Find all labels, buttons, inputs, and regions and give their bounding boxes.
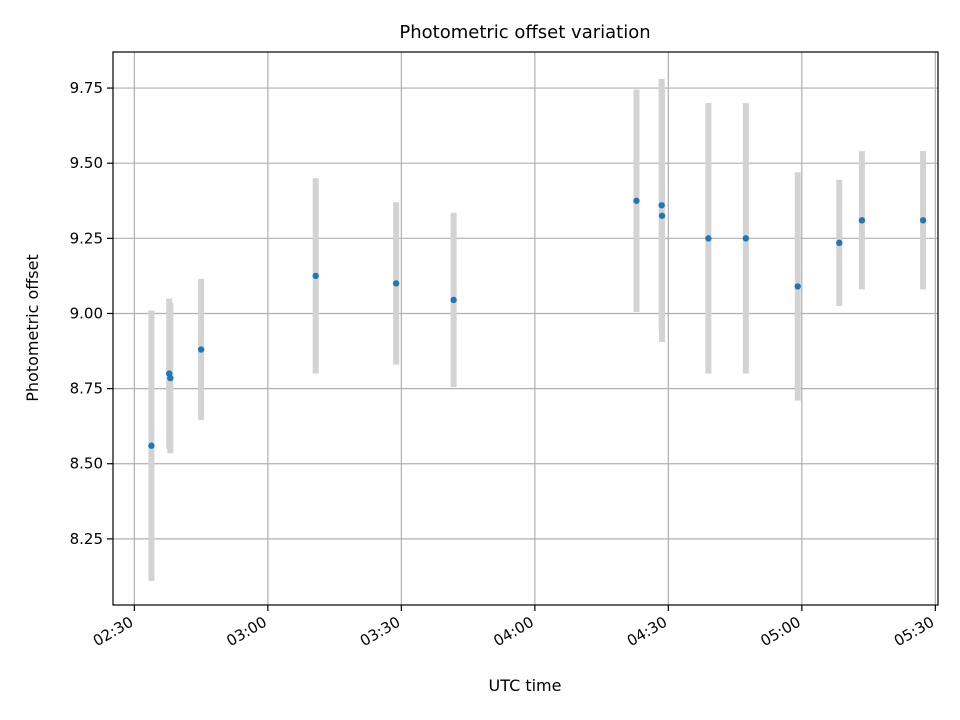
- data-point: [167, 374, 174, 382]
- y-tick-label: 9.25: [70, 229, 103, 247]
- data-point: [705, 235, 712, 242]
- data-point: [858, 217, 866, 224]
- x-axis-label: UTC time: [489, 676, 562, 695]
- data-point: [633, 197, 640, 204]
- data-point: [794, 283, 801, 290]
- data-point: [312, 272, 319, 280]
- y-tick-label: 9.00: [70, 304, 103, 322]
- data-points: [148, 197, 927, 449]
- data-point: [148, 442, 155, 449]
- y-axis-label: Photometric offset: [23, 254, 42, 402]
- y-axis-ticks: 8.25 8.50 8.75 9.00 9.25 9.50 9.75: [70, 79, 113, 548]
- y-tick-label: 8.25: [70, 530, 103, 548]
- plot-frame: [112, 51, 939, 606]
- data-point: [392, 280, 400, 287]
- data-point: [450, 296, 457, 304]
- y-tick-label: 9.50: [70, 154, 103, 172]
- data-point: [658, 212, 666, 219]
- chart-title: Photometric offset variation: [399, 22, 650, 43]
- y-tick-label: 8.50: [70, 455, 103, 473]
- data-point: [742, 235, 750, 242]
- grid-lines: [113, 52, 938, 605]
- data-point: [836, 239, 843, 247]
- y-tick-label: 9.75: [70, 79, 103, 97]
- data-point: [919, 217, 927, 224]
- data-point: [197, 346, 205, 353]
- data-point: [658, 202, 665, 209]
- y-tick-label: 8.75: [70, 380, 103, 398]
